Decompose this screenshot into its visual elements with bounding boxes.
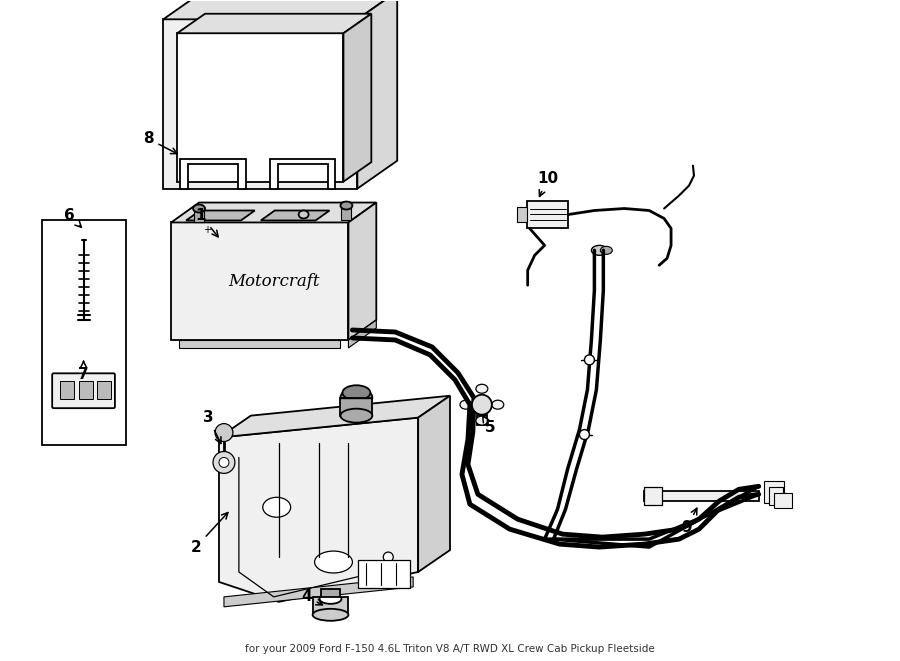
Bar xyxy=(764,481,784,503)
Polygon shape xyxy=(477,414,487,424)
Bar xyxy=(41,221,126,444)
Ellipse shape xyxy=(263,497,291,517)
Ellipse shape xyxy=(383,552,393,562)
Polygon shape xyxy=(224,577,413,607)
Polygon shape xyxy=(219,396,450,438)
Bar xyxy=(644,487,662,505)
Text: 3: 3 xyxy=(202,410,221,444)
Polygon shape xyxy=(312,597,348,615)
Bar xyxy=(358,560,410,588)
Circle shape xyxy=(215,424,233,442)
Text: Motorcraft: Motorcraft xyxy=(229,273,320,290)
Text: 5: 5 xyxy=(482,415,495,435)
Text: 9: 9 xyxy=(681,508,697,535)
Polygon shape xyxy=(163,0,397,19)
Text: 10: 10 xyxy=(537,171,558,196)
Text: for your 2009 Ford F-150 4.6L Triton V8 A/T RWD XL Crew Cab Pickup Fleetside: for your 2009 Ford F-150 4.6L Triton V8 … xyxy=(245,644,655,654)
Bar xyxy=(644,491,759,501)
Ellipse shape xyxy=(591,245,608,255)
Circle shape xyxy=(213,451,235,473)
Ellipse shape xyxy=(312,609,348,621)
Ellipse shape xyxy=(194,204,205,212)
Ellipse shape xyxy=(491,400,504,409)
Ellipse shape xyxy=(460,400,472,409)
Circle shape xyxy=(472,395,491,414)
Polygon shape xyxy=(171,202,376,223)
Polygon shape xyxy=(177,33,344,182)
Bar xyxy=(97,381,112,399)
Polygon shape xyxy=(348,320,376,348)
Polygon shape xyxy=(180,159,246,188)
Polygon shape xyxy=(179,340,340,348)
Polygon shape xyxy=(270,159,336,188)
Ellipse shape xyxy=(476,384,488,393)
Ellipse shape xyxy=(600,247,612,254)
Text: 2: 2 xyxy=(191,512,228,555)
Text: 4: 4 xyxy=(302,590,322,605)
Bar xyxy=(78,381,93,399)
Polygon shape xyxy=(344,14,372,182)
Bar xyxy=(769,487,783,505)
Text: 8: 8 xyxy=(143,132,177,154)
Circle shape xyxy=(584,355,594,365)
Polygon shape xyxy=(171,223,348,340)
Text: +: + xyxy=(203,225,211,235)
Text: 7: 7 xyxy=(78,362,89,382)
Bar xyxy=(517,206,526,223)
Polygon shape xyxy=(186,210,255,221)
Polygon shape xyxy=(261,210,329,221)
Ellipse shape xyxy=(340,388,373,408)
Ellipse shape xyxy=(343,385,370,400)
Ellipse shape xyxy=(320,594,341,604)
Circle shape xyxy=(580,430,590,440)
Polygon shape xyxy=(341,206,351,221)
Text: 1: 1 xyxy=(196,208,218,237)
Ellipse shape xyxy=(340,408,373,422)
Polygon shape xyxy=(418,396,450,572)
Polygon shape xyxy=(320,589,340,597)
Polygon shape xyxy=(219,418,418,602)
Text: 6: 6 xyxy=(64,208,81,227)
Ellipse shape xyxy=(476,416,488,425)
Ellipse shape xyxy=(315,551,353,573)
Ellipse shape xyxy=(299,210,309,219)
Ellipse shape xyxy=(340,202,353,210)
Bar xyxy=(526,200,569,229)
Bar xyxy=(774,493,792,508)
Polygon shape xyxy=(357,0,397,188)
Circle shape xyxy=(219,457,229,467)
Polygon shape xyxy=(177,14,372,33)
Polygon shape xyxy=(340,398,373,416)
FancyBboxPatch shape xyxy=(52,373,115,408)
Bar xyxy=(59,381,74,399)
Polygon shape xyxy=(163,19,357,188)
Polygon shape xyxy=(348,202,376,340)
Polygon shape xyxy=(194,208,204,223)
